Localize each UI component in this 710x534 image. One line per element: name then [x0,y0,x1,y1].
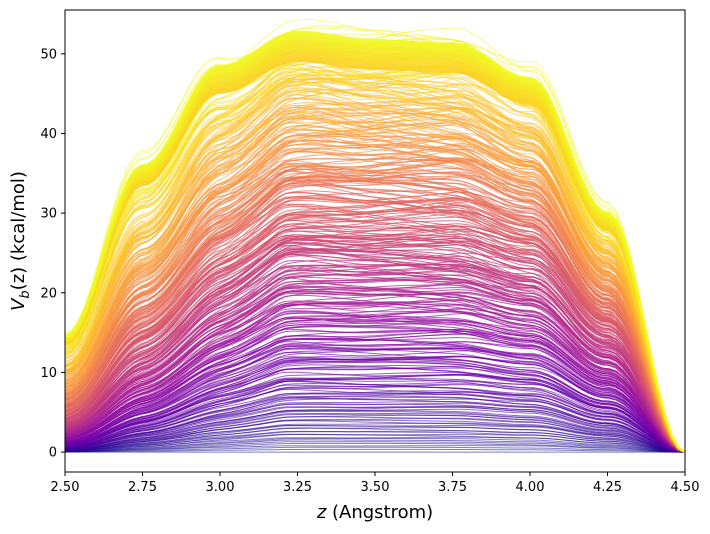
series-line [65,448,685,453]
x-axis-label: z (Angstrom) [316,502,433,523]
series-line [64,383,686,453]
series-line [64,302,686,453]
series-line [64,395,686,453]
series-line [64,25,686,453]
series-line [64,374,686,453]
series-line [64,106,686,453]
series-line [64,225,686,453]
series-line [64,439,686,453]
series-line [64,386,686,453]
y-tick-label: 50 [40,47,57,62]
series-line [64,446,686,453]
series-line [64,348,686,453]
y-axis: 0 10 20 30 40 50 [40,47,65,461]
series-line [64,97,686,453]
series-line [64,284,686,453]
x-tick-label: 4.25 [593,480,622,495]
series-line [64,361,686,453]
series-line [64,427,686,453]
y-tick-label: 30 [40,207,57,222]
series-line [64,320,686,453]
x-tick-label: 2.75 [128,480,157,495]
series-line [64,438,686,453]
series-line [64,135,686,453]
series-line [64,419,686,453]
series-line [64,312,686,453]
y-tick-label: 0 [49,446,57,461]
series-line [64,96,686,453]
x-tick-label: 4.00 [516,480,545,495]
series-line [64,217,686,453]
series-line [64,356,686,453]
series-line [64,406,686,453]
series-line [64,330,686,453]
series-line [64,378,686,453]
x-axis: 2.50 2.75 3.00 3.25 3.50 3.75 4.00 4.25 4.50 [51,472,700,495]
series-line [64,278,686,453]
x-tick-label: 3.50 [361,480,390,495]
series-line [64,285,686,453]
series-line [64,233,686,453]
x-tick-label: 3.25 [283,480,312,495]
series-line [64,410,686,453]
series-line [64,263,686,453]
series-line [64,118,686,453]
x-tick-label: 3.75 [438,480,467,495]
x-tick-label: 4.50 [671,480,700,495]
series-line [64,442,686,453]
curves-layer [64,18,686,453]
x-tick-label: 3.00 [206,480,235,495]
y-tick-label: 40 [40,127,57,142]
series-line [64,156,686,453]
series-line [64,164,686,453]
series-line [64,249,686,453]
series-line [64,203,686,453]
y-axis-label: Vb(z) (kcal/mol) [8,171,33,311]
series-line [64,431,686,453]
series-line [64,30,686,453]
series-line [64,147,686,453]
y-tick-label: 10 [40,366,57,381]
series-line [64,441,686,453]
x-tick-label: 2.50 [51,480,80,495]
series-line [64,365,686,453]
y-tick-label: 20 [40,286,57,301]
series-line [64,413,686,453]
series-line [64,427,686,453]
series-line [64,237,686,453]
series-line [64,344,686,453]
series-line [64,390,686,453]
series-line [64,341,686,453]
series-line [64,274,686,453]
series-line [64,195,686,453]
series-line [64,414,686,453]
